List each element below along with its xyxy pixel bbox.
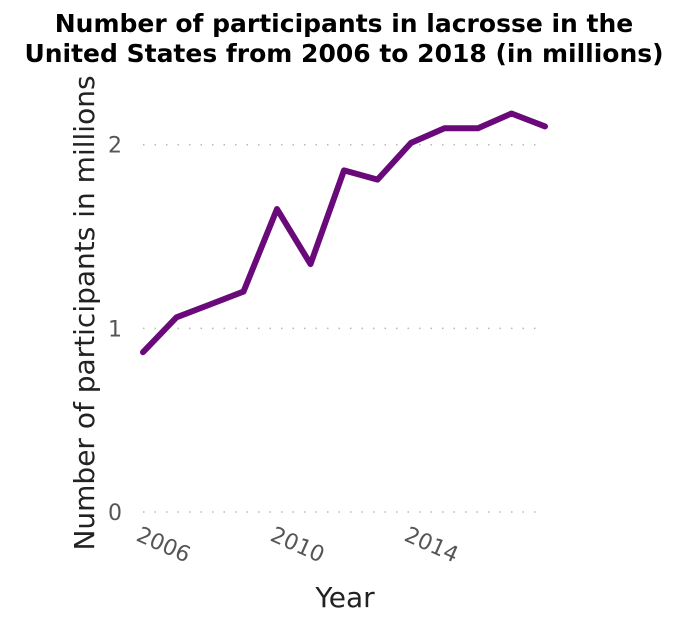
y-tick-label: 1 (108, 317, 122, 342)
series-line-participants (140, 110, 548, 356)
chart-title-line-2: United States from 2006 to 2018 (in mill… (24, 39, 663, 68)
gridlines (143, 143, 545, 513)
chart-title-line-1: Number of participants in lacrosse in th… (55, 9, 634, 38)
y-tick-label: 0 (108, 501, 122, 526)
x-tick-labels: 2006 2010 2014 (133, 523, 462, 569)
series-layer (140, 110, 548, 356)
x-tick-label: 2014 (401, 523, 462, 569)
x-axis-label: Year (314, 581, 375, 614)
x-tick-label: 2006 (133, 523, 194, 569)
y-tick-labels: 0 1 2 (108, 134, 122, 526)
y-axis-label: Number of participants in millions (68, 75, 101, 550)
x-tick-label: 2010 (267, 523, 328, 569)
y-tick-label: 2 (108, 134, 122, 159)
